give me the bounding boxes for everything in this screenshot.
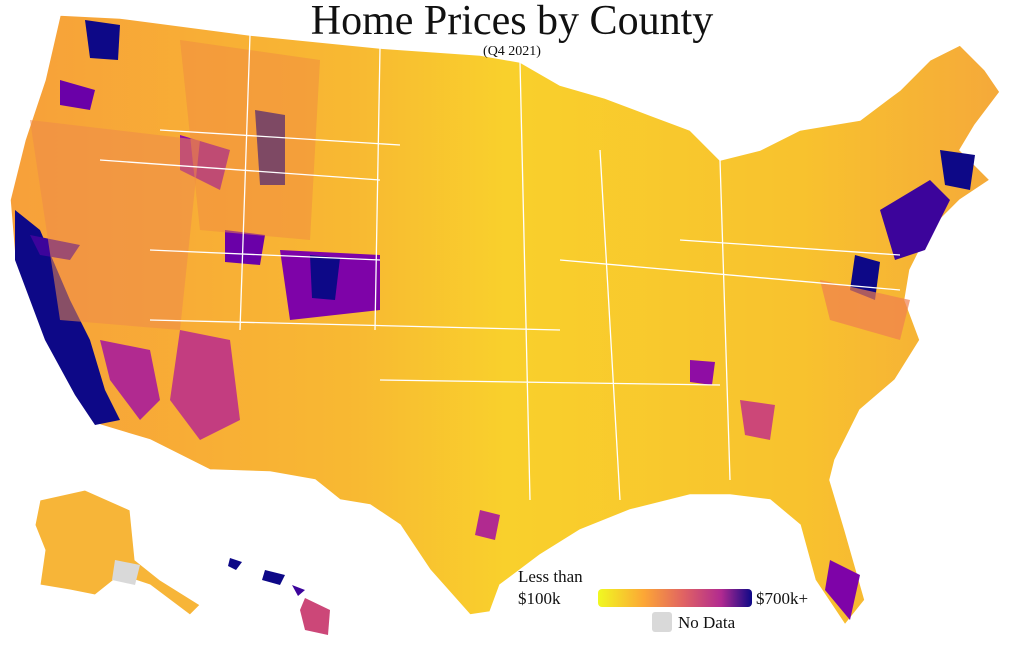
legend-high-label: $700k+ [756,589,808,608]
hawaii [228,558,330,635]
legend-no-data-swatch [652,612,672,632]
legend-no-data-label: No Data [678,613,736,632]
legend: Less than $100k $700k+ No Data [518,567,808,632]
title: Home Prices by County [311,0,713,44]
alaska-no-data [112,560,140,585]
legend-low-label: Less than [518,567,583,586]
subtitle: (Q4 2021) [483,44,541,59]
high-price-regions [15,20,975,620]
legend-low-label: $100k [518,589,561,608]
state-borders [99,34,901,501]
alaska [34,489,201,616]
legend-color-scale [598,589,752,607]
